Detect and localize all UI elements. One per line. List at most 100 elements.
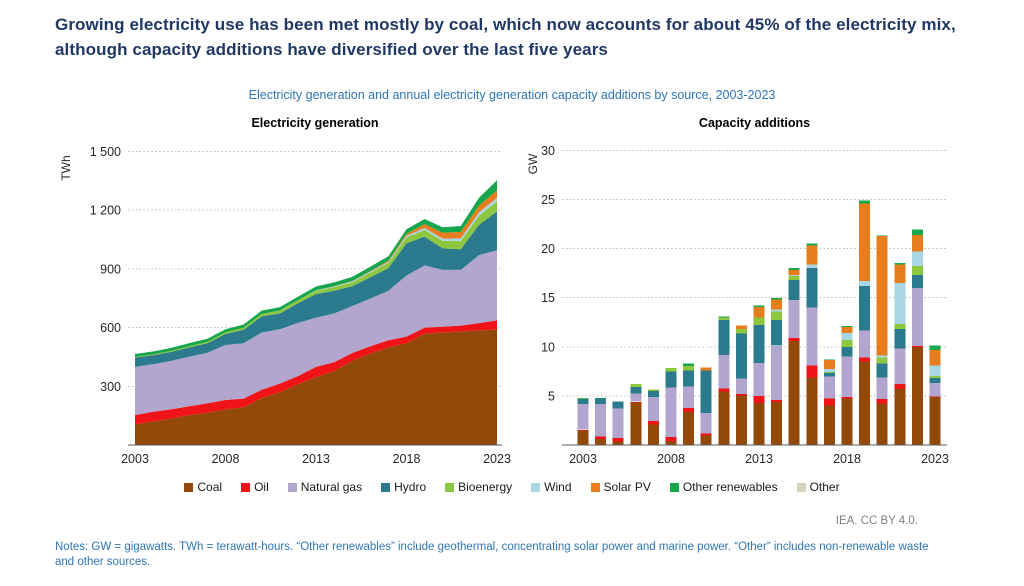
y-tick-label: 600 [100, 321, 121, 335]
bar-segment-2015-wind [788, 275, 800, 277]
bar-segment-2022-other-renewables [911, 229, 923, 235]
bar-segment-2016-solar-pv [806, 245, 818, 265]
legend-swatch-other-renewables [669, 482, 679, 492]
bar-segment-2009-coal [683, 412, 695, 445]
bar-segment-2011-hydro [718, 320, 730, 356]
bar-segment-2007-coal [647, 424, 659, 445]
bar-segment-2006-bioenergy [630, 384, 642, 387]
x-tick-label-2003: 2003 [569, 452, 597, 466]
bar-segment-2010-natural-gas [700, 413, 712, 434]
bar-segment-2016-coal [806, 377, 818, 445]
bar-segment-2021-other-renewables [894, 262, 906, 265]
bar-segment-2020-wind [876, 355, 888, 358]
bar-segment-2017-hydro [823, 372, 835, 377]
bar-segment-2014-hydro [771, 320, 783, 346]
bar-segment-2021-solar-pv [894, 264, 906, 283]
bar-segment-2017-wind [823, 368, 835, 372]
bar-segment-2023-hydro [929, 378, 941, 384]
bar-segment-2018-oil [841, 396, 853, 399]
legend-item-wind: Wind [531, 480, 572, 494]
bar-segment-2011-coal [718, 391, 730, 445]
bar-segment-2007-oil [647, 420, 659, 425]
legend-item-oil: Oil [241, 480, 269, 494]
bar-segment-2010-oil [700, 433, 712, 436]
bar-segment-2004-natural-gas [595, 404, 607, 437]
electricity-generation-chart: 300 600 900 1 200 1 500 2003 2008 2013 2018 2023 [90, 145, 511, 466]
bar-segment-2017-coal [823, 405, 835, 445]
bar-segment-2018-hydro [841, 346, 853, 357]
bar-segment-2013-bioenergy [753, 317, 765, 326]
bar-segment-2018-natural-gas [841, 356, 853, 397]
legend-label: Hydro [394, 480, 427, 494]
bar-segment-2005-coal [612, 441, 624, 445]
y-tick-label: 900 [100, 262, 121, 276]
bar-segment-2019-other-renewables [859, 200, 871, 204]
y-tick-label: 10 [541, 340, 555, 354]
bar-segment-2014-coal [771, 401, 783, 445]
x-tick-label-2013: 2013 [302, 452, 330, 466]
area-coal [135, 329, 497, 445]
legend-label: Natural gas [300, 480, 363, 494]
bar-segment-2018-other-renewables [841, 326, 853, 328]
bar-segment-2013-oil [753, 395, 765, 403]
legend: Coal Oil Natural gas Hydro Bioenergy Wind Sola… [0, 480, 1024, 494]
legend-item-other: Other [796, 480, 840, 494]
bar-segment-2023-bioenergy [929, 376, 941, 379]
bar-segment-2013-natural-gas [753, 363, 765, 396]
bar-segment-2016-oil [806, 365, 818, 378]
bar-segment-2021-bioenergy [894, 324, 906, 330]
bar-segment-2013-coal [753, 402, 765, 445]
legend-item-hydro: Hydro [381, 480, 426, 494]
x-tick-label-2023: 2023 [921, 452, 949, 466]
bar-segment-2022-bioenergy [911, 266, 923, 275]
bar-segment-2009-oil [683, 408, 695, 413]
bar-segment-2005-natural-gas [612, 408, 624, 439]
bar-segment-2007-hydro [647, 391, 659, 397]
bar-segment-2017-solar-pv [823, 360, 835, 369]
legend-label: Bioenergy [458, 480, 513, 494]
bar-segment-2011-oil [718, 388, 730, 392]
bar-segment-2023-oil [929, 396, 941, 397]
bar-segment-2006-natural-gas [630, 393, 642, 402]
bar-segment-2009-other-renewables [683, 363, 695, 366]
bar-segment-2012-oil [735, 393, 747, 396]
bar-segment-2011-bioenergy [718, 317, 730, 321]
bar-segment-2012-bioenergy [735, 329, 747, 334]
legend-swatch-wind [531, 482, 541, 492]
legend-swatch-oil [241, 482, 251, 492]
x-tick-label-2013: 2013 [745, 452, 773, 466]
bar-segment-2008-coal [665, 441, 677, 445]
bar-segment-2012-solar-pv [735, 325, 747, 330]
bar-segment-2017-bioenergy [823, 371, 835, 373]
x-tick-label-2018: 2018 [833, 452, 861, 466]
bar-segment-2018-solar-pv [841, 327, 853, 333]
bar-segment-2020-other-renewables [876, 235, 888, 236]
bar-segment-2017-natural-gas [823, 376, 835, 399]
bar-segment-2021-natural-gas [894, 348, 906, 385]
legend-label: Other [809, 480, 840, 494]
legend-item-natural-gas: Natural gas [287, 480, 363, 494]
bar-segment-2013-other-renewables [753, 305, 765, 307]
bar-segment-2021-hydro [894, 329, 906, 349]
bar-segment-2015-hydro [788, 280, 800, 301]
bar-segment-2022-coal [911, 346, 923, 445]
bar-segment-2014-solar-pv [771, 299, 783, 310]
bar-segment-2012-coal [735, 395, 747, 445]
bar-segment-2014-bioenergy [771, 311, 783, 321]
bar-segment-2020-hydro [876, 363, 888, 378]
bar-segment-2022-natural-gas [911, 287, 923, 346]
bar-segment-2015-other-renewables [788, 268, 800, 271]
bar-segment-2016-hydro [806, 268, 818, 308]
bar-segment-2004-hydro [595, 398, 607, 405]
bar-segment-2004-coal [595, 439, 607, 445]
bar-segment-2022-wind [911, 251, 923, 267]
y-tick-label: 5 [548, 389, 555, 403]
bar-segment-2015-oil [788, 337, 800, 341]
legend-item-other-renewables: Other renewables [669, 480, 778, 494]
bar-segment-2007-natural-gas [647, 396, 659, 421]
legend-swatch-hydro [381, 482, 391, 492]
bar-segment-2008-bioenergy [665, 367, 677, 372]
bar-segment-2008-oil [665, 437, 677, 441]
bar-segment-2018-coal [841, 398, 853, 445]
